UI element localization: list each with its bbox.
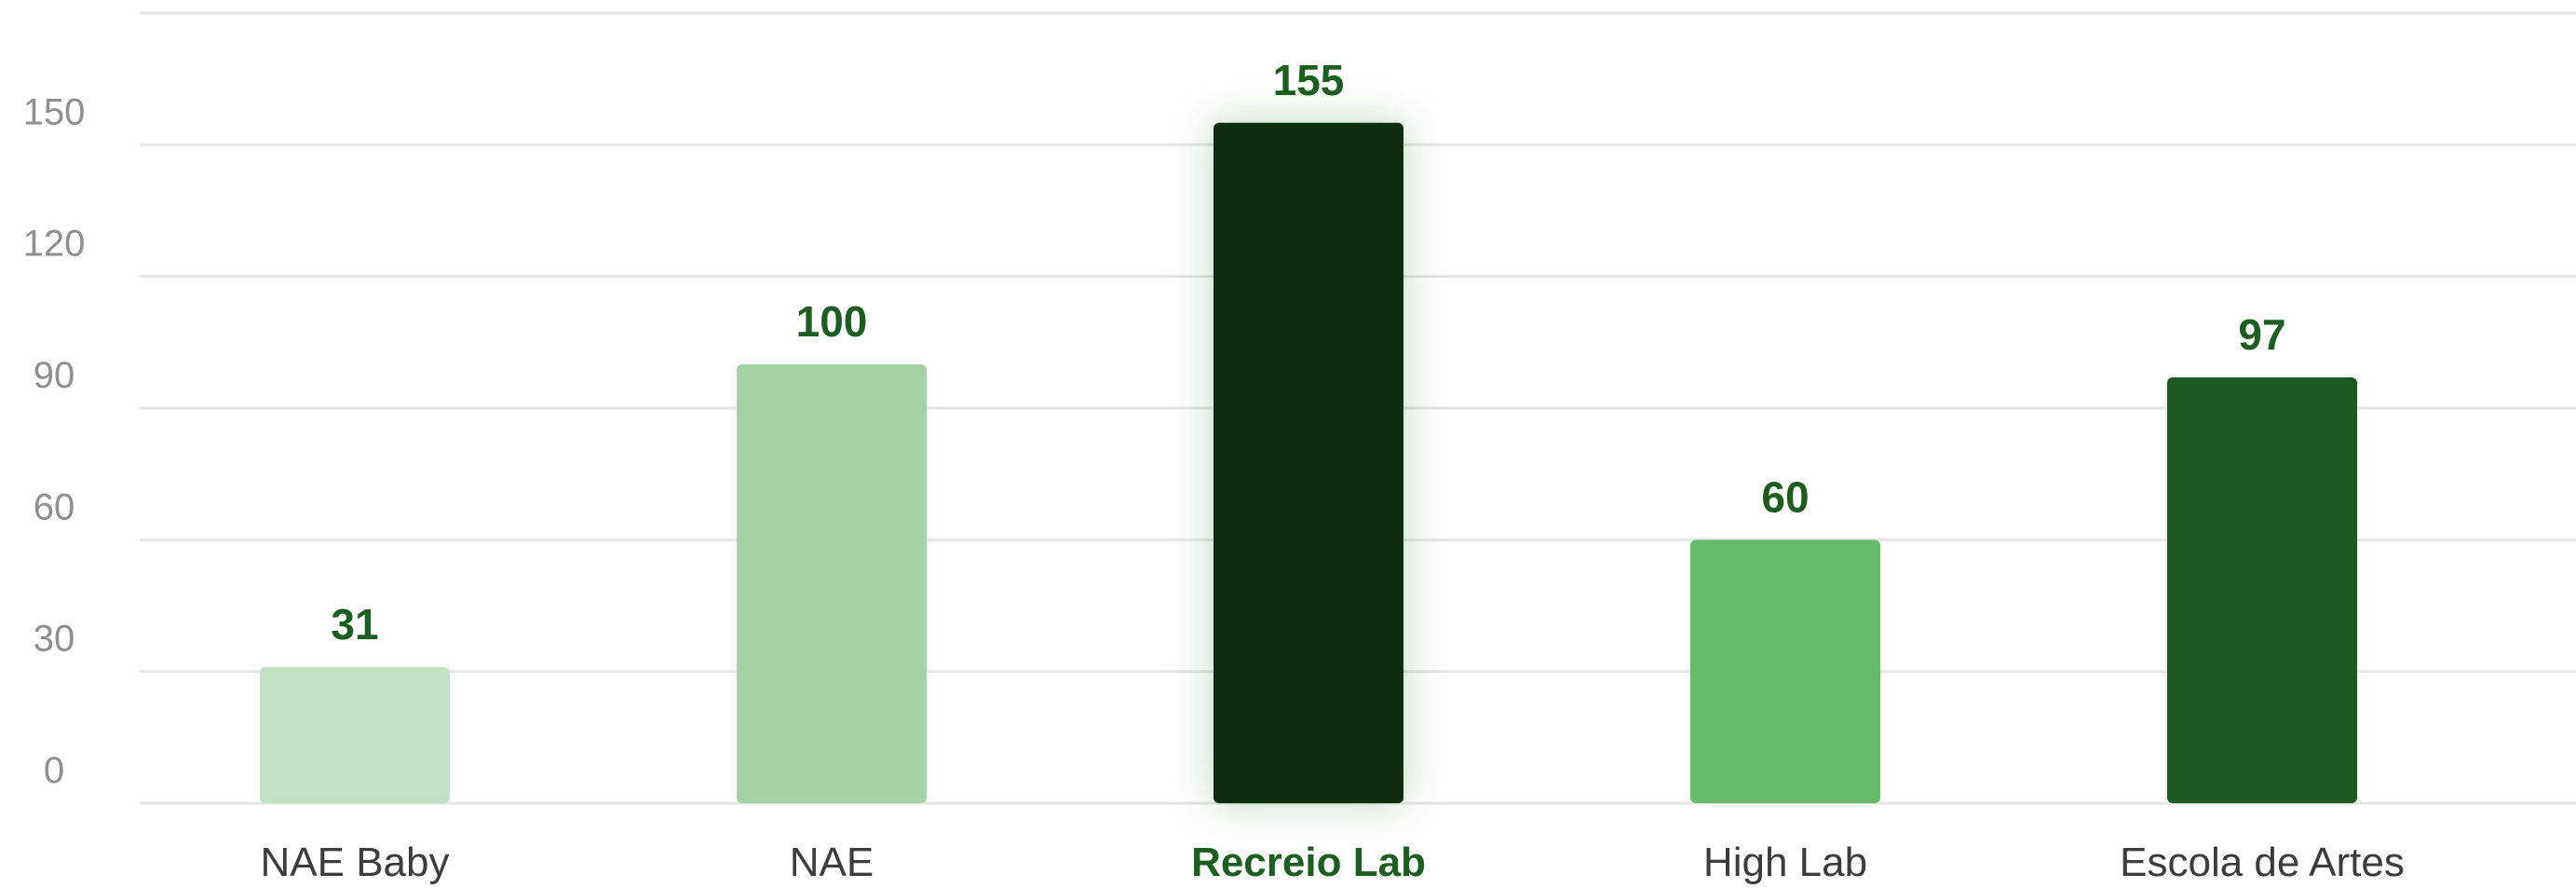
data-label: 97 xyxy=(2238,310,2285,359)
data-label: 60 xyxy=(1761,472,1809,521)
y-tick-label: 30 xyxy=(34,619,75,660)
y-axis-ticks: 0 30 60 90 120 150 180 xyxy=(23,0,86,791)
data-label: 155 xyxy=(1273,56,1345,104)
y-tick-label: 90 xyxy=(34,355,75,396)
y-tick-label: 0 xyxy=(44,750,64,791)
x-axis-ticks: NAE Baby NAE Recreio Lab High Lab Escola de … xyxy=(261,840,2405,885)
bar-escola-de-artes[interactable] xyxy=(2167,377,2357,803)
y-tick-label: 150 xyxy=(23,91,86,132)
x-tick-label: Recreio Lab xyxy=(1191,840,1426,885)
x-tick-label: High Lab xyxy=(1703,840,1867,885)
bar-recreio-lab[interactable] xyxy=(1213,122,1403,803)
data-label: 31 xyxy=(331,600,378,649)
bars xyxy=(260,122,2357,803)
data-label: 100 xyxy=(796,297,868,346)
y-tick-label: 180 xyxy=(23,0,86,1)
x-tick-label: NAE xyxy=(790,840,874,885)
data-labels: 31 100 155 60 97 xyxy=(331,56,2285,649)
y-tick-label: 120 xyxy=(23,224,86,265)
bar-high-lab[interactable] xyxy=(1690,540,1880,803)
bar-nae[interactable] xyxy=(737,363,927,803)
x-tick-label: NAE Baby xyxy=(261,840,450,885)
bar-nae-baby[interactable] xyxy=(260,666,450,803)
y-tick-label: 60 xyxy=(34,486,75,527)
x-tick-label: Escola de Artes xyxy=(2120,840,2405,885)
